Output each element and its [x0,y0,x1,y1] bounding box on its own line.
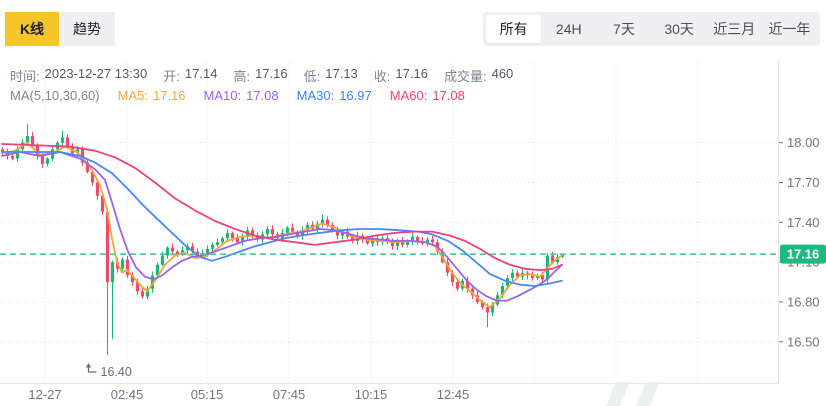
gridlines [0,62,778,383]
low-field: 低: 17.13 [304,66,358,85]
ma-group-label: MA(5,10,30,60) [10,88,100,103]
range-button-7d[interactable]: 7天 [596,15,651,43]
low-value: 17.13 [325,66,358,81]
ma60-value: 17.08 [432,88,465,103]
range-selector: 所有 24H 7天 30天 近三月 近一年 [483,12,820,46]
ma5-label: MA5: [117,88,148,103]
chart-type-tabs: K线 趋势 [5,12,115,46]
svg-text:18.00: 18.00 [787,135,820,150]
ma30-legend: MA30: 16.97 [297,88,372,103]
tab-kline[interactable]: K线 [5,12,59,46]
current-price-value: 17.16 [787,247,820,262]
ma10-line [1,151,563,302]
svg-text:16.50: 16.50 [787,334,820,349]
range-button-all[interactable]: 所有 [486,15,542,43]
open-label: 开: [163,69,180,84]
svg-text:07:45: 07:45 [273,387,306,402]
watermark [606,382,660,406]
svg-text:02:45: 02:45 [111,387,144,402]
ma60-label: MA60: [389,88,428,103]
svg-text:12:45: 12:45 [437,387,470,402]
time-value: 2023-12-27 13:30 [44,66,148,81]
svg-text:16.40: 16.40 [101,365,132,379]
close-label: 收: [373,69,391,84]
ma5-value: 17.16 [152,88,186,103]
tab-trend[interactable]: 趋势 [59,12,115,46]
ma10-legend: MA10: 17.08 [204,88,279,103]
range-button-1y[interactable]: 近一年 [762,15,817,43]
x-axis-labels: 12-27 02:45 05:15 07:45 10:15 12:45 [28,387,469,402]
svg-text:17.40: 17.40 [787,215,820,230]
svg-text:12-27: 12-27 [28,387,61,402]
ma30-label: MA30: [296,88,335,103]
range-button-3m[interactable]: 近三月 [707,15,762,43]
svg-text:17.70: 17.70 [787,175,820,190]
volume-field: 成交量: 460 [444,66,513,85]
range-button-24h[interactable]: 24H [541,15,596,43]
ma10-label: MA10: [203,88,242,103]
low-point-annotation: 16.40 [85,363,132,379]
high-field: 高: 17.16 [233,66,287,85]
ma60-legend: MA60: 17.08 [390,88,465,103]
range-button-30d[interactable]: 30天 [652,15,707,43]
ma30-line [1,151,563,287]
current-price-badge [780,244,826,264]
ma-legend: MA(5,10,30,60) MA5: 17.16 MA10: 17.08 MA… [10,88,465,103]
close-field: 收: 17.16 [374,66,428,85]
chart-header: K线 趋势 所有 24H 7天 30天 近三月 近一年 [0,0,826,58]
high-label: 高: [233,69,251,84]
ma30-value: 16.97 [339,88,372,103]
open-field: 开: 17.14 [163,66,217,85]
low-label: 低: [303,69,321,84]
high-value: 17.16 [255,66,288,81]
svg-text:10:15: 10:15 [355,387,388,402]
ma60-line [1,143,563,271]
ma10-value: 17.08 [246,88,279,103]
time-field: 时间: 2023-12-27 13:30 [10,66,147,85]
svg-text:05:15: 05:15 [191,387,224,402]
volume-label: 成交量: [443,69,487,84]
volume-value: 460 [491,66,514,81]
time-label: 时间: [10,69,40,84]
open-value: 17.14 [184,66,218,81]
svg-text:16.80: 16.80 [787,294,820,309]
ohlc-info-row: 时间: 2023-12-27 13:30 开: 17.14 高: 17.16 低… [10,66,513,85]
ma5-legend: MA5: 17.16 [118,88,186,103]
close-value: 17.16 [395,66,428,81]
